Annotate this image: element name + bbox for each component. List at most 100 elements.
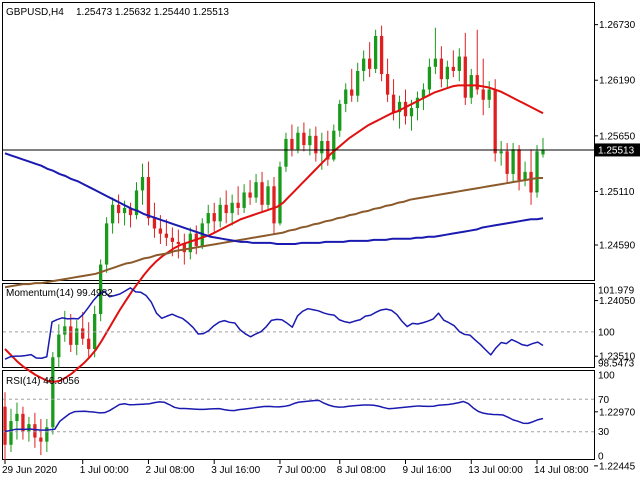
candle-body <box>308 135 312 146</box>
price-plot <box>3 25 594 463</box>
candle-body <box>116 204 121 214</box>
candle-body <box>373 35 378 69</box>
candle-body <box>397 101 402 113</box>
momentum-plot: 101.979 100 98.5473 <box>3 285 635 369</box>
momentum-tick-label: 101.979 <box>598 285 635 296</box>
candle-body <box>87 338 91 349</box>
candle-body <box>284 138 288 167</box>
rsi-plot: 100 70 30 0 <box>3 371 615 463</box>
candle-body <box>152 218 157 229</box>
price-tick-label: 1.25650 <box>599 131 636 142</box>
candle-body <box>69 326 73 345</box>
current-price-label: 1.25513 <box>598 145 635 156</box>
candle-body <box>110 204 115 224</box>
candle-body <box>403 101 408 117</box>
candle-body <box>529 171 533 193</box>
candle-body <box>254 182 258 198</box>
candle-body <box>63 326 67 335</box>
candle-body <box>9 421 13 445</box>
momentum-title: Momentum(14) 99.4982 <box>6 288 113 299</box>
candle-body <box>302 132 306 146</box>
candle-body <box>541 150 545 155</box>
rsi-tick-label: 100 <box>598 371 615 382</box>
candle-body <box>248 192 252 198</box>
candle-body <box>99 264 103 314</box>
candle-body <box>21 413 25 432</box>
time-tick-label: 14 Jul 08:00 <box>534 465 589 476</box>
candle-body <box>332 130 336 160</box>
candle-body <box>499 151 503 154</box>
candle-body <box>314 135 318 154</box>
price-tick-label: 1.22445 <box>599 461 636 472</box>
candle-body <box>164 233 169 238</box>
price-tick-label: 1.25110 <box>599 187 635 198</box>
rsi-title: RSI(14) 46.3056 <box>6 376 80 387</box>
candle-body <box>242 192 246 208</box>
candle-body <box>445 66 449 80</box>
candle-body <box>224 204 228 214</box>
candle-body <box>128 207 133 216</box>
rsi-pane-frame <box>2 370 595 460</box>
rsi-tick-label: 70 <box>598 395 610 406</box>
candle-body <box>439 58 444 80</box>
candle-body <box>415 97 420 109</box>
candle-body <box>487 89 491 100</box>
candle-body <box>290 138 294 150</box>
candle-body <box>421 89 426 98</box>
price-tick-label: 1.23510 <box>599 352 636 363</box>
candle-body <box>409 108 414 117</box>
candle-body <box>272 186 276 224</box>
sma-slow-line <box>4 152 544 245</box>
candle-body <box>350 89 354 96</box>
candle-body <box>517 149 521 181</box>
price-tick-label: 1.26190 <box>599 76 636 87</box>
candle-body <box>338 103 342 131</box>
price-pane-frame <box>2 2 595 281</box>
candle-body <box>511 149 515 174</box>
candle-body <box>3 406 7 445</box>
rsi-line <box>4 399 544 433</box>
candle-body <box>433 58 438 67</box>
candle-body <box>104 223 109 265</box>
candle-body <box>170 237 175 242</box>
candle-body <box>535 151 539 193</box>
price-tick-label: 1.24050 <box>599 296 636 307</box>
candle-body <box>33 424 37 438</box>
time-tick-label: 29 Jun 2020 <box>2 465 57 476</box>
current-price-box <box>595 143 640 157</box>
price-tick-label: 1.22970 <box>599 407 636 418</box>
candle-body <box>463 56 467 98</box>
candle-body <box>45 427 49 442</box>
candle-body <box>134 190 139 216</box>
candle-body <box>505 151 509 174</box>
chart-title-symbol: GBPUSD,H4 <box>6 7 64 18</box>
candle-body <box>236 202 240 208</box>
candle-body <box>51 357 55 428</box>
price-tick-label: 1.24590 <box>599 240 636 251</box>
candle-body <box>39 437 43 442</box>
candle-body <box>362 58 366 71</box>
time-axis: 29 Jun 2020 1 Jul 00:00 2 Jul 08:00 3 Jul 1… <box>2 460 589 476</box>
price-axis: 1.26730 1.26190 1.25650 1.25110 1.24590 1.240… <box>594 20 636 472</box>
candle-body <box>344 89 348 104</box>
chart-ohlc-header: 1.25473 1.25632 1.25440 1.25513 <box>76 7 229 18</box>
candle-body <box>356 70 360 96</box>
candle-body <box>57 334 61 358</box>
candle-body <box>451 66 455 71</box>
candle-body <box>481 89 485 100</box>
rsi-tick-label: 0 <box>598 452 604 463</box>
candle-body <box>278 166 282 224</box>
candle-body <box>320 140 324 154</box>
time-tick-label: 13 Jul 00:00 <box>468 465 523 476</box>
candle-body <box>140 177 145 191</box>
candle-body <box>206 213 210 224</box>
candle-body <box>212 213 216 222</box>
time-tick-label: 9 Jul 16:00 <box>403 465 452 476</box>
candle-body <box>188 233 192 253</box>
candle-body <box>469 75 473 98</box>
candle-body <box>379 35 384 75</box>
momentum-pane-frame <box>2 283 595 368</box>
candle-body <box>218 204 222 222</box>
sma-mid-line <box>4 177 543 289</box>
